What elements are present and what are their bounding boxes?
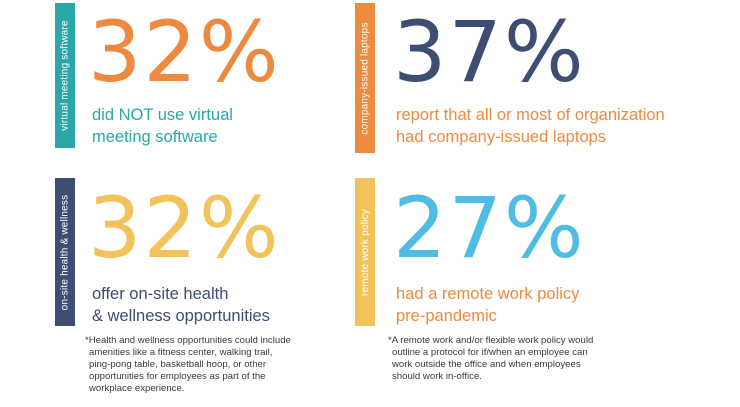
- virtual-meeting-tab: virtual meeting software: [55, 3, 75, 148]
- health-wellness-footnote-line: *Health and wellness opportunities could…: [85, 335, 291, 346]
- company-laptops-description-line1: report that all or most of organization: [396, 106, 665, 124]
- health-wellness-description-line1: offer on-site health: [92, 285, 229, 303]
- remote-work-description: had a remote work policy pre-pandemic: [396, 283, 579, 327]
- remote-work-footnote-line: outline a protocol for if/when an employ…: [392, 347, 588, 358]
- remote-work-description-line2: pre-pandemic: [396, 307, 497, 325]
- company-laptops-tab-label: company-issued laptops: [359, 21, 371, 135]
- health-wellness-footnote-line: workplace experience.: [89, 383, 185, 394]
- virtual-meeting-description-line1: did NOT use virtual: [92, 106, 233, 124]
- company-laptops-description-line2: had company-issued laptops: [396, 128, 607, 146]
- remote-work-footnote-line: work outside the office and when employe…: [392, 359, 581, 370]
- virtual-meeting-description: did NOT use virtual meeting software: [92, 104, 233, 148]
- health-wellness-description-line2: & wellness opportunities: [92, 307, 270, 325]
- remote-work-footnote-line: should work in-office.: [392, 371, 482, 382]
- company-laptops-percent: 37%: [393, 3, 586, 101]
- remote-work-percent: 27%: [393, 179, 586, 277]
- health-wellness-footnote-line: opportunities for employees as part of t…: [89, 371, 266, 382]
- remote-work-tab-label: remote work policy: [359, 208, 371, 296]
- health-wellness-footnote: *Health and wellness opportunities could…: [85, 335, 291, 395]
- health-wellness-percent: 32%: [88, 179, 281, 277]
- remote-work-tab: remote work policy: [355, 178, 375, 326]
- virtual-meeting-description-line2: meeting software: [92, 128, 218, 146]
- remote-work-footnote-line: *A remote work and/or flexible work poli…: [388, 335, 594, 346]
- company-laptops-tab: company-issued laptops: [355, 3, 375, 153]
- health-wellness-footnote-line: amenities like a fitness center, walking…: [89, 347, 273, 358]
- health-wellness-tab-label: on-site health & wellness: [59, 194, 71, 310]
- remote-work-footnote: *A remote work and/or flexible work poli…: [388, 335, 593, 383]
- virtual-meeting-percent: 32%: [88, 3, 281, 101]
- health-wellness-footnote-line: ping-pong table, basketball hoop, or oth…: [89, 359, 267, 370]
- remote-work-description-line1: had a remote work policy: [396, 285, 580, 303]
- virtual-meeting-tab-label: virtual meeting software: [59, 20, 71, 131]
- health-wellness-tab: on-site health & wellness: [55, 178, 75, 326]
- health-wellness-description: offer on-site health & wellness opportun…: [92, 283, 270, 327]
- company-laptops-description: report that all or most of organization …: [396, 104, 665, 148]
